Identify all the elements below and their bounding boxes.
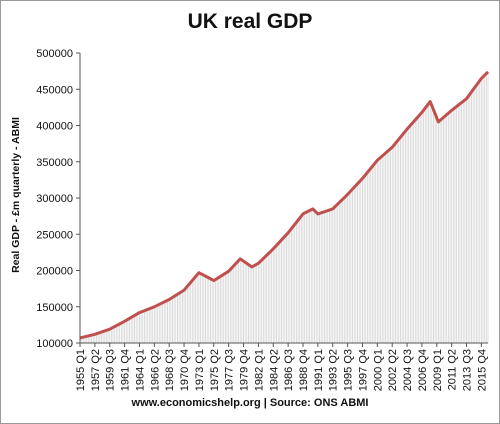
x-tick-label: 1968 Q3 (164, 349, 176, 391)
series-line (79, 70, 490, 340)
x-tick-label: 1984 Q2 (268, 349, 280, 391)
x-tick-label: 1982 Q1 (253, 349, 265, 391)
x-tick-label: 1961 Q4 (120, 349, 132, 391)
x-tick-label: 1955 Q1 (75, 349, 87, 391)
x-tick-label: 1973 Q1 (194, 349, 206, 391)
x-tick-label: 1995 Q3 (343, 349, 355, 391)
x-tick-label: 1997 Q4 (357, 349, 369, 391)
source-caption: www.economicshelp.org | Source: ONS ABMI (131, 397, 369, 409)
y-tick-label: 150000 (36, 302, 73, 314)
x-tick-label: 1975 Q2 (209, 349, 221, 391)
x-tick-label: 1957 Q2 (90, 349, 102, 391)
x-tick-label: 1959 Q3 (105, 349, 117, 391)
x-tick-label: 2000 Q1 (372, 349, 384, 391)
x-tick-label: 2004 Q3 (402, 349, 414, 391)
y-tick-label: 250000 (36, 229, 73, 241)
y-tick-label: 450000 (36, 84, 73, 96)
y-tick-label: 500000 (36, 48, 73, 60)
x-tick-label: 2002 Q2 (387, 349, 399, 391)
x-tick-label: 1970 Q4 (179, 349, 191, 391)
x-tick-label: 2015 Q4 (476, 349, 488, 391)
x-tick-label: 1977 Q3 (224, 349, 236, 391)
x-tick-label: 2013 Q3 (462, 349, 474, 391)
y-tick-label: 300000 (36, 193, 73, 205)
x-tick-label: 1988 Q4 (298, 349, 310, 391)
x-tick-label: 2006 Q4 (417, 349, 429, 391)
y-tick-label: 350000 (36, 157, 73, 169)
x-tick-label: 2011 Q2 (447, 349, 459, 390)
y-tick-label: 100000 (36, 338, 73, 350)
x-tick-label: 1993 Q2 (328, 349, 340, 391)
x-tick-label: 1991 Q1 (313, 349, 325, 391)
x-tick-label: 1966 Q2 (149, 349, 161, 391)
y-tick-label: 400000 (36, 121, 73, 133)
x-tick-label: 1979 Q4 (239, 349, 251, 391)
x-tick-label: 2009 Q1 (432, 349, 444, 391)
x-tick-label: 1986 Q3 (283, 349, 295, 391)
x-tick-label: 1964 Q1 (134, 349, 146, 391)
y-tick-label: 200000 (36, 266, 73, 278)
chart-title: UK real GDP (187, 10, 313, 33)
